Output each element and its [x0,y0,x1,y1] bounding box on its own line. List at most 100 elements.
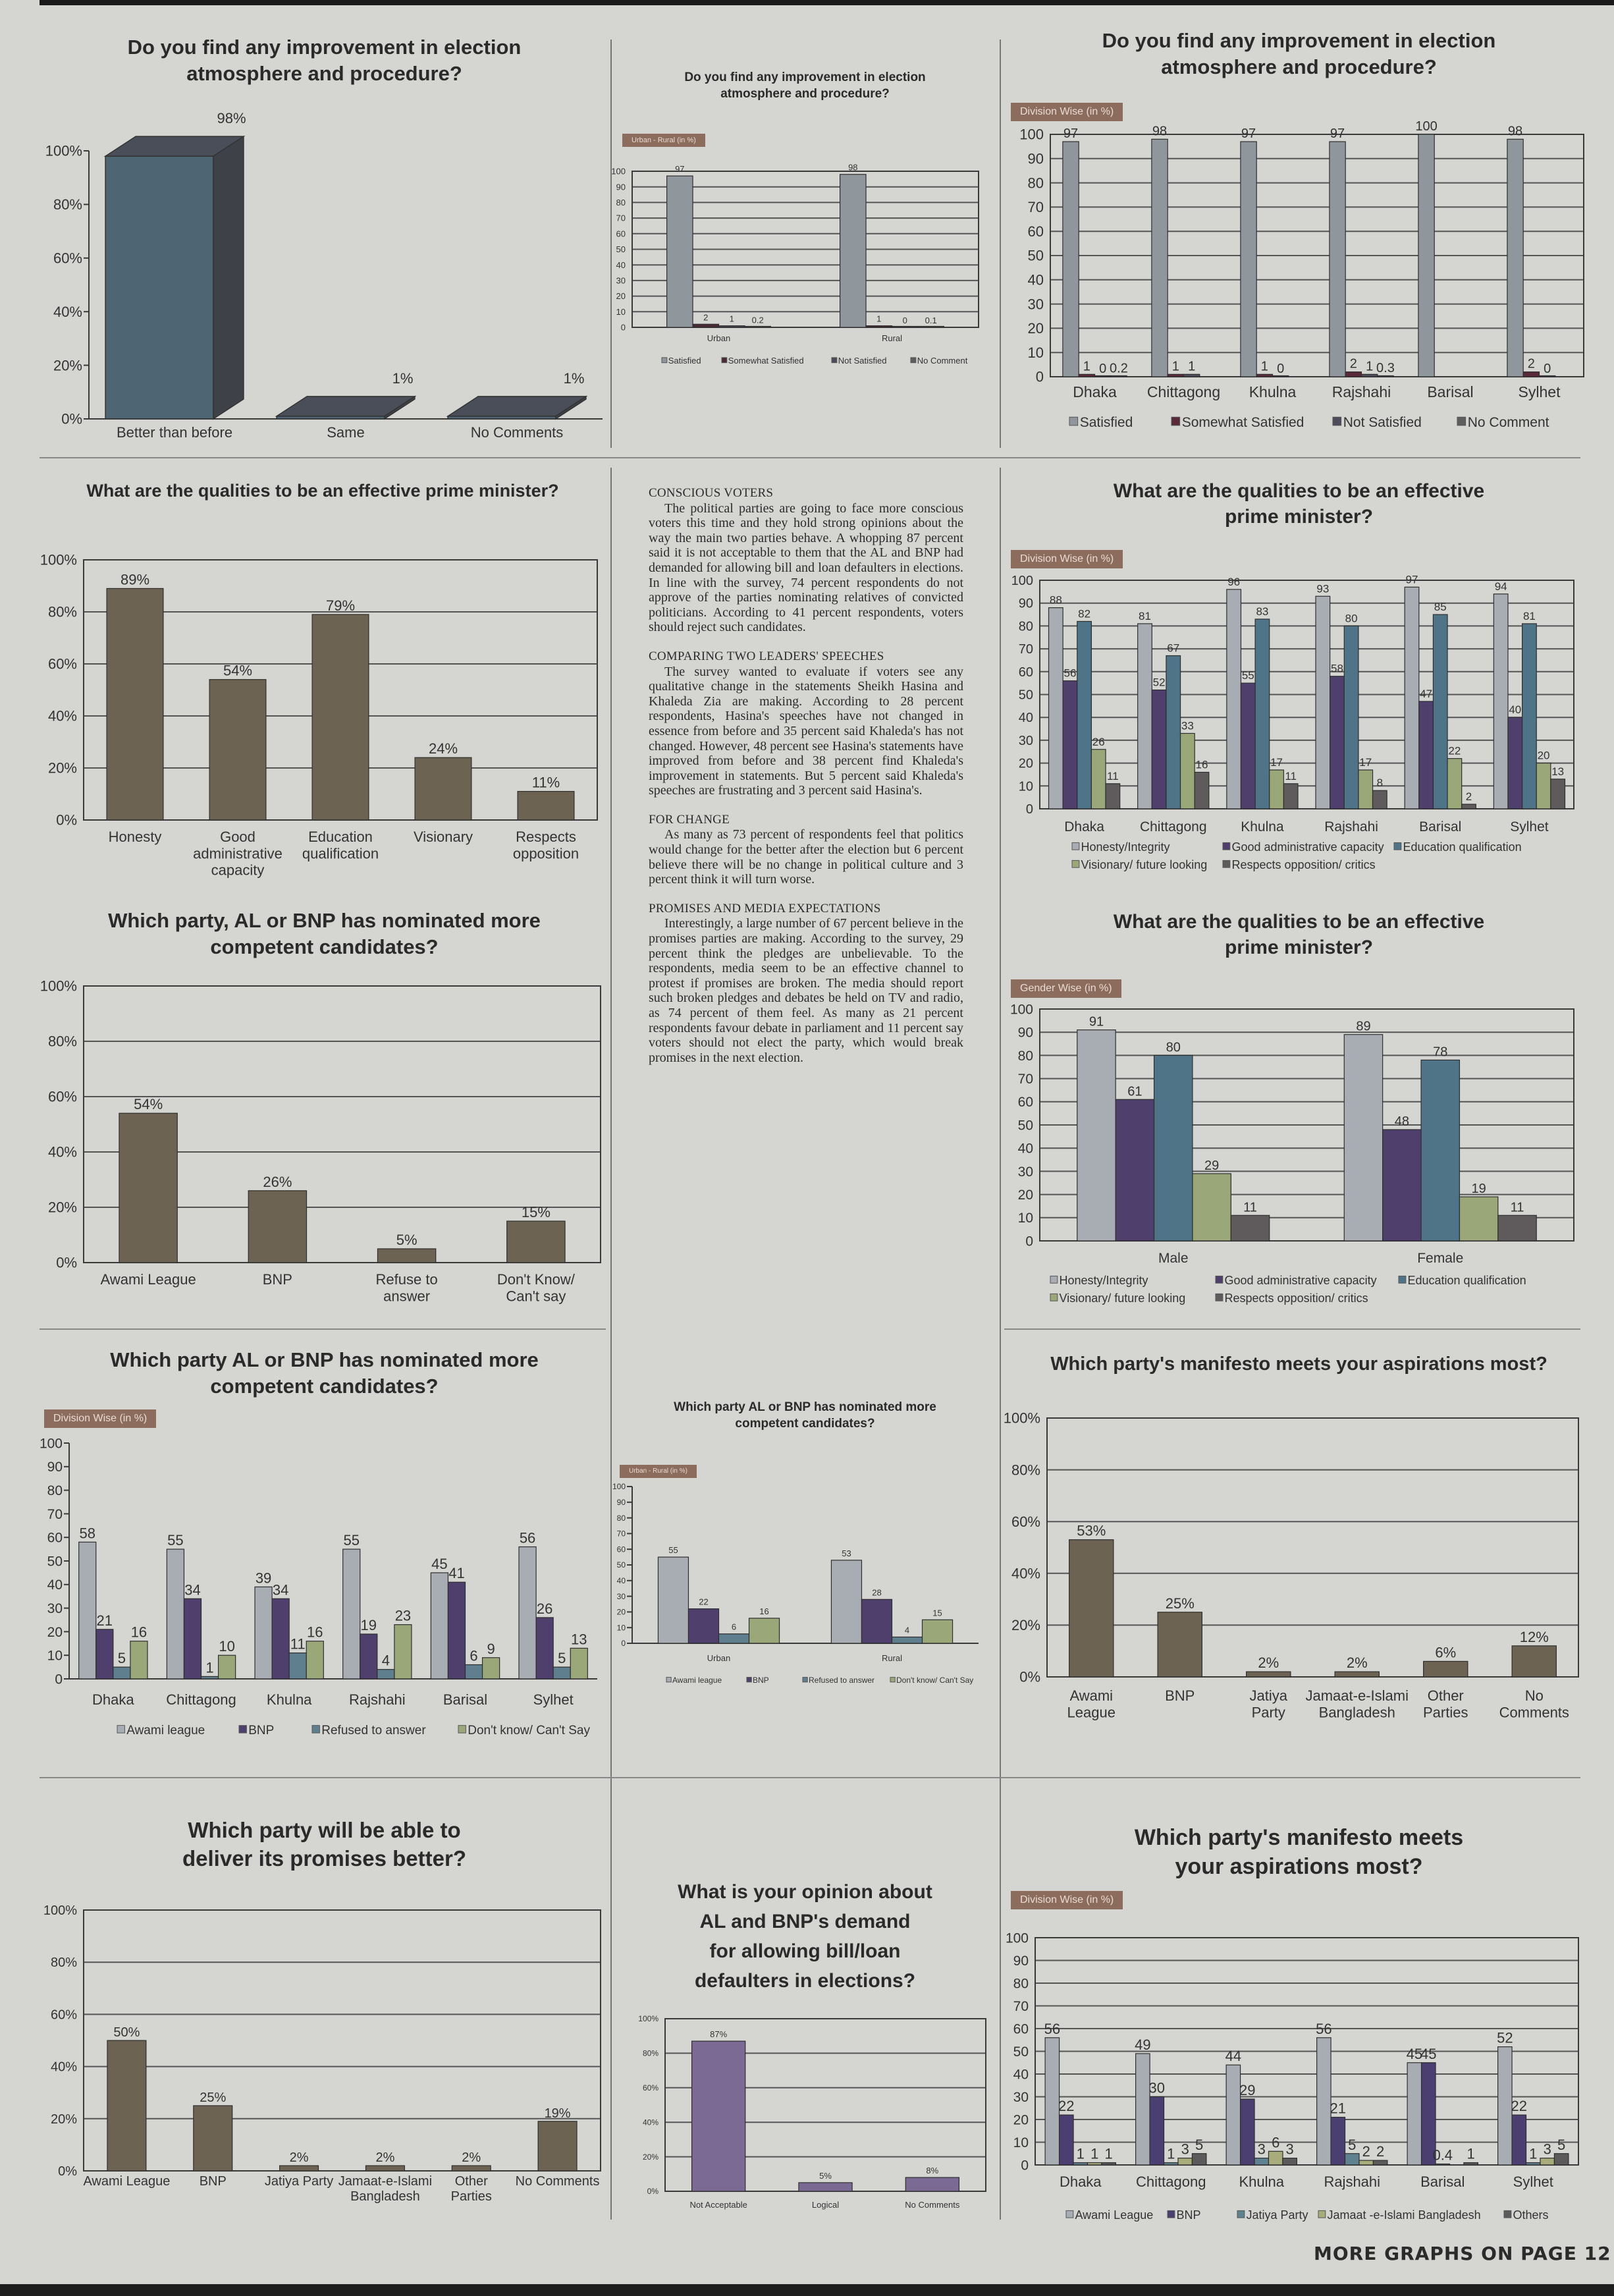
legend-label: Refused to answer [321,1724,426,1737]
top-rule [40,0,1614,5]
bar [1418,134,1435,377]
bar [1246,1671,1291,1678]
value-label: 81 [1523,610,1536,622]
plot-frame [1039,580,1574,809]
bar [1372,2160,1388,2166]
bar [1550,779,1566,809]
legend-swatch [1332,416,1342,426]
y-tick-label: 0 [1021,2158,1029,2173]
bar [1497,1215,1537,1242]
bar [1105,783,1121,809]
legend-item: Somewhat Satisfied [1171,415,1304,430]
legend-swatch [117,1725,125,1734]
article-heading: COMPARING TWO LEADERS' SPEECHES [649,649,884,663]
y-tick-label: 10 [1013,2135,1029,2150]
value-label: 45 [1407,2046,1422,2062]
category-label: Refuse to answer [376,1271,438,1304]
y-tick-label: 60 [617,1544,626,1554]
value-label: 23 [395,1608,411,1624]
bar [1461,804,1476,809]
value-label: 22 [1058,2098,1074,2114]
value-label: 0.4 [1432,2147,1453,2164]
legend-swatch [890,1677,896,1683]
category-label: Chittagong [166,1691,236,1708]
bar [552,1666,571,1680]
chart-0: 0% 20% 40% 60% 80% 100% 98% Better than before 1… [45,110,603,441]
bar [1420,2062,1436,2166]
bar [1110,375,1127,377]
y-tick-label: 70 [1013,1999,1029,2014]
chart-title: What are the qualities to be an effectiv… [86,481,559,501]
bar [1377,375,1394,377]
chart-9: 0% 20% 40% 60% 80% 100% 53% Awami League 25% BNP 2%… [1004,1410,1579,1720]
bar [377,1248,437,1263]
value-label: 45 [431,1556,447,1572]
category-label: Awami League [101,1271,196,1288]
value-label: 11 [1511,1200,1524,1215]
category-label: Chittagong [1140,819,1207,834]
legend-label: BNP [753,1676,769,1685]
bar [1254,2158,1270,2166]
bar [1459,1196,1499,1242]
bar [78,1541,97,1680]
legend-label: Refused to answer [809,1676,874,1685]
bar [377,1669,395,1680]
bar-top [275,396,417,417]
value-label: 1 [1090,2146,1098,2162]
value-label: 53% [1077,1523,1106,1539]
bar [1179,732,1195,809]
y-tick-label: 20% [643,2152,659,2162]
category-label: Chittagong [1136,2173,1206,2190]
y-tick-label: 80 [47,1483,63,1498]
bar [1507,717,1523,809]
bar [1254,618,1270,809]
chart-title: Which party AL or BNP has nominated more… [110,1348,539,1398]
y-tick-label: 60 [1019,665,1033,680]
y-tick-label: 80% [51,1955,77,1970]
y-tick-label: 80% [53,196,82,213]
bar [1149,2096,1165,2166]
category-label: Khulna [267,1691,312,1708]
y-tick-label: 80% [643,2049,659,2058]
bar [865,325,893,328]
value-label: 1 [1077,2146,1085,2162]
legend-item: Refused to answer [311,1724,426,1737]
value-label: 53 [842,1548,851,1558]
value-label: 2 [1466,790,1472,803]
category-label: Rural [882,1653,902,1663]
legend-label: No Comment [1468,415,1549,430]
bar [1432,614,1448,809]
value-label: 5 [558,1650,566,1666]
bar [1407,2062,1422,2166]
bar [1077,620,1092,809]
bar [130,1641,148,1680]
value-label: 2% [462,2150,481,2165]
category-label: Khulna [1239,2173,1284,2190]
legend-item: Education qualification [1398,1274,1526,1287]
value-label: 1 [205,1659,213,1676]
y-tick-label: 100% [40,978,77,995]
value-label: 11 [1107,770,1119,782]
legend-label: Visionary/ future looking [1060,1292,1186,1305]
category-label: Don't Know/Can't say [497,1271,576,1304]
legend-item: Refused to answer [802,1676,874,1685]
value-label: 1% [392,370,414,387]
y-tick-label: 10 [1019,779,1033,794]
legend-item: Education qualification [1393,840,1522,854]
category-label: Rural [882,333,902,343]
category-label: Not Acceptable [689,2200,747,2210]
y-tick-label: 20% [51,2112,77,2127]
y-tick-label: 100 [1006,1930,1029,1946]
bar [1538,375,1556,377]
bar [394,1624,412,1680]
bar [1315,595,1331,809]
bar [839,174,867,328]
y-tick-label: 40 [1013,2067,1029,2082]
value-label: 97 [1406,573,1418,586]
legend-swatch [1215,1293,1224,1301]
legend-item: Jamaat -e-Islami Bangladesh [1318,2208,1481,2222]
category-label: Sylhet [1513,2173,1553,2190]
y-tick-label: 0% [1019,1669,1040,1685]
value-label: 16 [1196,758,1208,771]
